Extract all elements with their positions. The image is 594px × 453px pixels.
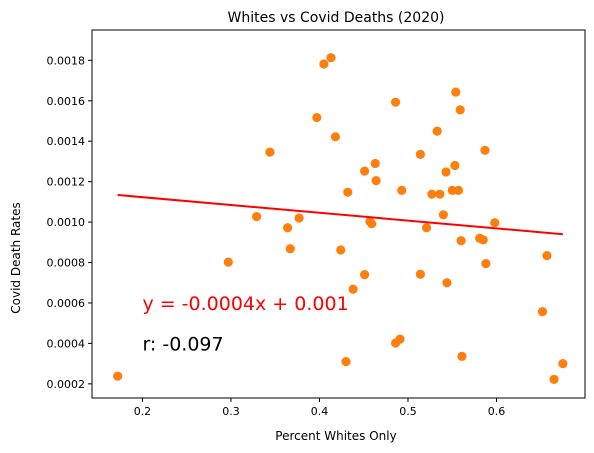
data-point <box>252 212 262 222</box>
data-point <box>312 112 322 123</box>
data-point <box>435 189 445 199</box>
y-tick-label: 0.0008 <box>47 257 86 270</box>
data-point <box>415 269 425 279</box>
data-point <box>549 374 559 384</box>
plot-area-frame <box>91 29 586 399</box>
data-point <box>537 307 548 317</box>
data-point <box>427 189 437 199</box>
data-point <box>438 210 448 220</box>
data-point <box>478 235 488 245</box>
data-point <box>265 147 275 157</box>
data-point <box>390 97 401 107</box>
y-tick-label: 0.0016 <box>47 95 86 108</box>
data-point <box>370 158 380 169</box>
data-point <box>455 105 465 115</box>
data-point <box>283 223 293 233</box>
data-point <box>453 185 464 195</box>
data-point <box>326 53 336 63</box>
y-tick-label: 0.0012 <box>47 176 86 189</box>
data-point <box>113 371 123 381</box>
data-point <box>442 278 452 288</box>
data-point <box>223 257 233 267</box>
y-tick-label: 0.0018 <box>47 54 86 67</box>
x-tick-label: 0.2 <box>134 405 152 418</box>
data-point <box>341 357 351 367</box>
data-point <box>343 187 353 197</box>
y-tick-label: 0.0002 <box>47 378 86 391</box>
correlation-label: r: -0.097 <box>142 333 223 355</box>
data-point <box>348 284 358 294</box>
data-point <box>397 185 407 195</box>
data-point <box>481 258 491 269</box>
data-point <box>542 251 552 261</box>
x-tick-label: 0.6 <box>488 405 506 418</box>
regression-line <box>117 193 563 236</box>
data-point <box>480 145 490 155</box>
data-point <box>451 87 461 97</box>
annotations: y = -0.0004x + 0.001 r: -0.097 <box>142 293 348 355</box>
data-point <box>371 176 381 186</box>
data-point <box>457 351 467 361</box>
data-point <box>319 59 329 69</box>
x-axis: 0.2 0.3 0.4 0.5 0.6 <box>134 398 506 418</box>
x-tick-label: 0.4 <box>311 405 329 418</box>
data-point <box>294 213 304 223</box>
y-tick-label: 0.0014 <box>47 135 86 148</box>
data-point <box>367 219 377 229</box>
data-point <box>490 218 500 228</box>
data-point <box>441 167 451 177</box>
data-points <box>113 53 568 384</box>
regression-equation-label: y = -0.0004x + 0.001 <box>142 293 348 315</box>
data-point <box>285 244 295 254</box>
y-tick-label: 0.0010 <box>47 216 86 229</box>
data-point <box>395 334 405 344</box>
data-point <box>360 166 370 176</box>
data-point <box>421 223 432 233</box>
data-point <box>456 236 466 246</box>
data-point <box>360 270 370 280</box>
data-point <box>432 126 442 136</box>
data-point <box>330 132 341 142</box>
x-tick-label: 0.5 <box>399 405 417 418</box>
y-axis-label: Covid Death Rates <box>9 202 23 313</box>
data-point <box>450 160 460 171</box>
data-point <box>336 245 346 255</box>
x-tick-label: 0.3 <box>222 405 240 418</box>
x-axis-label: Percent Whites Only <box>275 429 396 443</box>
data-point <box>415 149 425 159</box>
y-tick-label: 0.0004 <box>47 337 86 350</box>
data-point <box>558 359 568 369</box>
chart-title: Whites vs Covid Deaths (2020) <box>228 10 445 26</box>
y-tick-label: 0.0006 <box>47 297 86 310</box>
y-axis: 0.0002 0.0004 0.0006 0.0008 0.0010 0.0012 0.00… <box>47 54 92 391</box>
